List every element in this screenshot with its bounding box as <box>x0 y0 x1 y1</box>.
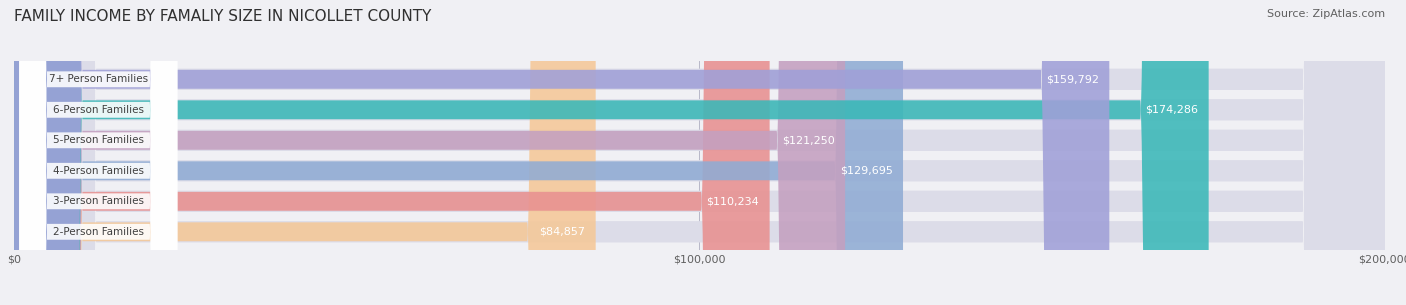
Text: 6-Person Families: 6-Person Families <box>53 105 143 115</box>
FancyBboxPatch shape <box>20 0 177 305</box>
Text: 5-Person Families: 5-Person Families <box>53 135 143 145</box>
FancyBboxPatch shape <box>14 0 1385 305</box>
Text: $129,695: $129,695 <box>839 166 893 176</box>
Text: $84,857: $84,857 <box>540 227 585 237</box>
FancyBboxPatch shape <box>14 0 1385 305</box>
Text: $174,286: $174,286 <box>1146 105 1198 115</box>
FancyBboxPatch shape <box>20 0 177 305</box>
FancyBboxPatch shape <box>20 0 177 305</box>
FancyBboxPatch shape <box>14 0 903 305</box>
FancyBboxPatch shape <box>14 0 845 305</box>
FancyBboxPatch shape <box>20 0 177 305</box>
Text: 7+ Person Families: 7+ Person Families <box>49 74 148 84</box>
Text: 2-Person Families: 2-Person Families <box>53 227 143 237</box>
FancyBboxPatch shape <box>14 0 1385 305</box>
FancyBboxPatch shape <box>14 0 1385 305</box>
Text: 3-Person Families: 3-Person Families <box>53 196 143 206</box>
FancyBboxPatch shape <box>14 0 1209 305</box>
Text: $110,234: $110,234 <box>707 196 759 206</box>
Text: $121,250: $121,250 <box>782 135 835 145</box>
Text: $159,792: $159,792 <box>1046 74 1099 84</box>
FancyBboxPatch shape <box>20 0 177 305</box>
FancyBboxPatch shape <box>14 0 596 305</box>
FancyBboxPatch shape <box>14 0 769 305</box>
FancyBboxPatch shape <box>14 0 1109 305</box>
FancyBboxPatch shape <box>14 0 1385 305</box>
Text: 4-Person Families: 4-Person Families <box>53 166 143 176</box>
Text: FAMILY INCOME BY FAMALIY SIZE IN NICOLLET COUNTY: FAMILY INCOME BY FAMALIY SIZE IN NICOLLE… <box>14 9 432 24</box>
FancyBboxPatch shape <box>14 0 1385 305</box>
FancyBboxPatch shape <box>20 0 177 305</box>
Text: Source: ZipAtlas.com: Source: ZipAtlas.com <box>1267 9 1385 19</box>
